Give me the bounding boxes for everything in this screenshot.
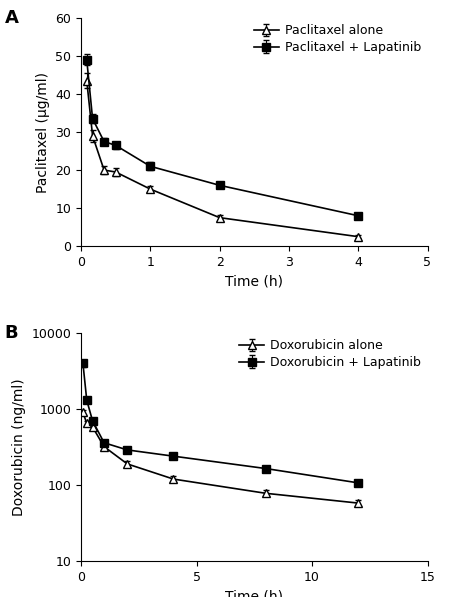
Y-axis label: Paclitaxel (μg/ml): Paclitaxel (μg/ml) (36, 72, 50, 193)
Legend: Doxorubicin alone, Doxorubicin + Lapatinib: Doxorubicin alone, Doxorubicin + Lapatin… (239, 339, 421, 369)
X-axis label: Time (h): Time (h) (225, 589, 283, 597)
X-axis label: Time (h): Time (h) (225, 275, 283, 288)
Text: B: B (5, 324, 18, 342)
Legend: Paclitaxel alone, Paclitaxel + Lapatinib: Paclitaxel alone, Paclitaxel + Lapatinib (254, 24, 421, 54)
Y-axis label: Doxorubicin (ng/ml): Doxorubicin (ng/ml) (12, 378, 26, 516)
Text: A: A (5, 9, 18, 27)
